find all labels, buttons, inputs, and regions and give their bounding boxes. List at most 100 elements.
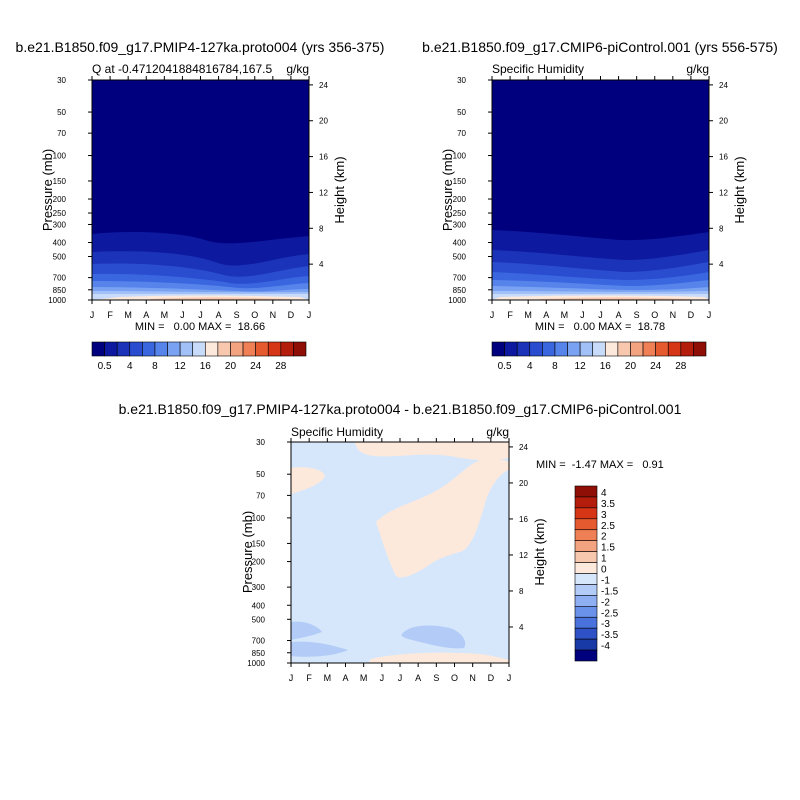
y-tick-label: 1000 [48, 296, 66, 305]
height-tick-label: 20 [319, 117, 328, 126]
colorbar-label: 0 [601, 565, 607, 576]
x-tick-label: O [451, 673, 458, 683]
panel-3-negative-region [291, 641, 348, 657]
colorbar-swatch [574, 529, 598, 541]
x-tick-label: F [306, 673, 312, 683]
y-tick-label: 400 [252, 601, 266, 610]
panel-1-title: b.e21.B1850.f09_g17.PMIP4-127ka.proto004… [16, 39, 385, 55]
panel-3-ylabel: Pressure (mb) [240, 511, 255, 593]
y-tick-label: 1000 [448, 296, 466, 305]
colorbar-label: -1.5 [601, 586, 619, 597]
colorbar-label: 4 [601, 488, 607, 499]
colorbar-swatch [529, 341, 543, 357]
panel-2-height-axis: 4 8 12 16 20 24 [709, 81, 728, 269]
colorbar-swatch [617, 341, 631, 357]
colorbar-swatch [179, 341, 194, 357]
colorbar-swatch [667, 341, 682, 357]
colorbar-swatch [167, 341, 181, 357]
x-tick-label: J [307, 310, 312, 320]
y-tick-label: 850 [252, 649, 266, 658]
panel-3-min-max: MIN = -1.47 MAX = 0.91 [536, 459, 664, 471]
colorbar-swatch [91, 341, 105, 357]
panel-1-contour-field [92, 80, 309, 300]
colorbar-swatch [574, 562, 598, 574]
y-tick-label: 150 [53, 177, 67, 186]
colorbar-label: 8 [152, 361, 158, 372]
panel-3-left-string: Specific Humidity [291, 425, 383, 439]
x-tick-label: S [634, 310, 640, 320]
y-tick-label: 30 [457, 76, 466, 85]
x-tick-label: J [289, 673, 294, 683]
panel-2-ylabel-right: Height (km) [732, 156, 747, 223]
y-tick-label: 200 [252, 558, 266, 567]
x-tick-label: M [124, 310, 132, 320]
colorbar-swatch [293, 341, 307, 357]
y-tick-label: 250 [53, 209, 67, 218]
x-tick-label: J [507, 673, 512, 683]
colorbar-label: 12 [575, 361, 587, 372]
x-tick-label: M [161, 310, 169, 320]
y-tick-label: 1000 [247, 659, 265, 668]
height-tick-label: 16 [719, 153, 728, 162]
x-tick-label: F [507, 310, 513, 320]
panel-3-negative-region [401, 625, 466, 649]
colorbar-label: 12 [175, 361, 187, 372]
height-tick-label: 20 [719, 117, 728, 126]
y-tick-label: 850 [53, 286, 67, 295]
colorbar-swatch [204, 341, 219, 357]
panel-3-height-axis: 4 8 12 16 20 24 [509, 443, 528, 632]
panel-1: b.e21.B1850.f09_g17.PMIP4-127ka.proto004… [16, 39, 385, 372]
colorbar-swatch [542, 341, 556, 357]
x-tick-label: N [270, 310, 277, 320]
panel-3-colorbar: 43.532.521.510-1-1.5-2-2.5-3-3.5-4 [574, 485, 619, 662]
x-tick-label: D [488, 673, 495, 683]
colorbar-label: 4 [127, 361, 133, 372]
x-tick-label: O [651, 310, 658, 320]
y-tick-label: 400 [453, 239, 467, 248]
colorbar-swatch [574, 551, 598, 563]
panel-3: b.e21.B1850.f09_g17.PMIP4-127ka.proto004… [119, 401, 682, 683]
colorbar-swatch [516, 341, 531, 357]
panel-2-left-string: Specific Humidity [492, 62, 584, 76]
y-tick-label: 150 [252, 539, 266, 548]
colorbar-swatch [680, 341, 694, 357]
colorbar-label: -2 [601, 597, 610, 608]
x-tick-label: D [688, 310, 695, 320]
y-tick-label: 30 [256, 438, 265, 447]
y-tick-label: 300 [252, 583, 266, 592]
panel-3-negative-region [291, 621, 322, 640]
x-tick-label: A [342, 673, 348, 683]
colorbar-swatch [217, 341, 231, 357]
colorbar-swatch [574, 638, 598, 651]
height-tick-label: 16 [519, 515, 528, 524]
colorbar-swatch [104, 341, 118, 357]
colorbar-label: 24 [250, 361, 262, 372]
colorbar-label: 28 [275, 361, 287, 372]
x-tick-label: D [288, 310, 295, 320]
colorbar-swatch [604, 341, 619, 357]
panel-3-positive-region [355, 442, 509, 461]
panel-1-left-string: Q at -0.4712041884816784,167.5 [92, 62, 272, 76]
x-tick-label: J [180, 310, 185, 320]
x-tick-label: S [433, 673, 439, 683]
colorbar-swatch [574, 616, 598, 629]
y-tick-label: 700 [453, 274, 467, 283]
colorbar-label: 2.5 [601, 521, 615, 532]
x-tick-label: M [360, 673, 368, 683]
colorbar-label: 16 [200, 361, 212, 372]
y-tick-label: 500 [53, 253, 67, 262]
colorbar-swatch [154, 341, 168, 357]
colorbar-swatch [116, 341, 131, 357]
y-tick-label: 150 [453, 177, 467, 186]
colorbar-swatch [142, 341, 156, 357]
x-tick-label: M [561, 310, 569, 320]
x-tick-label: J [198, 310, 203, 320]
x-tick-label: J [90, 310, 95, 320]
colorbar-swatch [242, 341, 256, 357]
colorbar-swatch [642, 341, 656, 357]
y-tick-label: 50 [57, 108, 66, 117]
colorbar-swatch [255, 341, 269, 357]
x-tick-label: S [234, 310, 240, 320]
